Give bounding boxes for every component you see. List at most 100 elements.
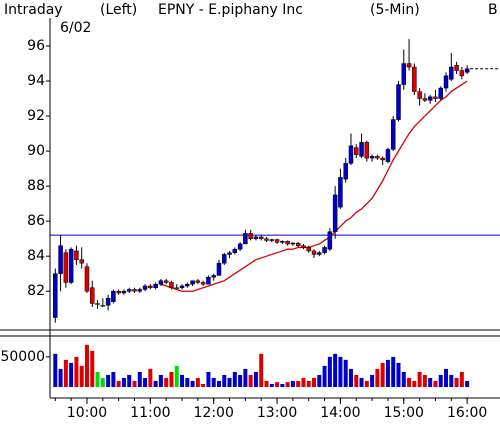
volume-bar <box>433 380 438 387</box>
candle-body <box>190 280 195 285</box>
y-tick-label: 84 <box>27 248 45 264</box>
volume-bar <box>396 362 401 387</box>
volume-bar <box>148 368 153 387</box>
candle-body <box>132 289 137 292</box>
candle-body <box>68 248 74 283</box>
volume-bar <box>243 368 248 387</box>
volume-bar <box>58 368 63 387</box>
volume-y-tick-label: 50000 <box>0 349 45 365</box>
x-tick-label: 15:00 <box>384 405 424 421</box>
candle-body <box>264 238 269 241</box>
candle-body <box>443 75 449 89</box>
volume-bar <box>106 374 111 387</box>
candle-body <box>258 236 264 239</box>
volume-bar <box>169 371 174 387</box>
candle-body <box>343 163 348 180</box>
candle-body <box>422 98 428 101</box>
volume-bar <box>285 382 290 387</box>
volume-bar <box>449 374 454 387</box>
candle-body <box>126 289 132 292</box>
candle-body <box>306 247 311 252</box>
y-tick-label: 94 <box>27 73 45 89</box>
candle-body <box>121 290 127 294</box>
volume-bar <box>164 377 169 387</box>
candle-body <box>269 239 275 241</box>
volume-bar <box>137 371 142 387</box>
date-label: 6/02 <box>60 20 91 36</box>
candle-body <box>285 241 290 245</box>
candle-body <box>100 304 106 307</box>
y-tick-label: 82 <box>27 283 45 299</box>
volume-bar <box>253 371 258 387</box>
volume-bar <box>454 377 459 387</box>
volume-bar <box>238 374 243 387</box>
candle-body <box>274 239 280 243</box>
candle-body <box>459 70 465 77</box>
volume-bar <box>301 377 306 387</box>
volume-bar <box>111 371 116 387</box>
volume-bar <box>69 362 74 387</box>
volume-bar <box>79 365 84 387</box>
candle-body <box>385 149 391 162</box>
candle-body <box>237 243 243 250</box>
volume-bar <box>259 353 264 387</box>
x-tick-label: 10:00 <box>67 405 107 421</box>
volume-bar <box>354 374 359 387</box>
candle-body <box>185 283 190 287</box>
volume-bar <box>53 353 58 387</box>
candle-body <box>327 231 333 250</box>
volume-bar <box>359 377 364 387</box>
candle-body <box>364 142 370 159</box>
candle-body <box>116 290 121 294</box>
volume-bar <box>185 377 190 387</box>
volume-bar <box>100 377 105 387</box>
volume-bar <box>364 380 369 387</box>
candle-body <box>90 287 95 304</box>
volume-bar <box>348 368 353 387</box>
volume-bar <box>195 377 200 387</box>
axis-side-label: (Left) <box>100 2 137 18</box>
candle-body <box>454 65 459 71</box>
x-tick-label: 16:00 <box>447 405 487 421</box>
volume-bar <box>211 377 216 387</box>
candle-body <box>322 247 327 253</box>
volume-bar <box>407 377 412 387</box>
volume-bar <box>275 382 280 387</box>
candle-body <box>332 194 338 232</box>
volume-bar <box>143 377 148 387</box>
candle-body <box>390 119 396 150</box>
candle-body <box>401 63 407 85</box>
candle-body <box>369 156 375 159</box>
x-tick-label: 11:00 <box>130 405 170 421</box>
volume-bar <box>180 374 185 387</box>
volume-bar <box>412 380 417 387</box>
volume-bar <box>370 374 375 387</box>
candle-body <box>137 289 143 292</box>
volume-bar <box>248 374 253 387</box>
volume-bar <box>465 380 470 387</box>
y-tick-label: 86 <box>27 213 45 229</box>
candle-body <box>153 283 158 288</box>
volume-bar <box>174 365 179 387</box>
candle-body <box>253 236 259 239</box>
volume-bar <box>216 380 221 387</box>
volume-bar <box>385 359 390 387</box>
candle-body <box>359 142 364 157</box>
volume-bar <box>206 371 211 387</box>
volume-bar <box>444 368 449 387</box>
candle-body <box>280 241 285 243</box>
candle-body <box>412 66 417 92</box>
candle-body <box>169 282 174 288</box>
volume-bar <box>333 353 338 387</box>
interval-label: (5-Min) <box>370 2 420 18</box>
x-tick-label: 12:00 <box>194 405 234 421</box>
volume-bar <box>132 380 137 387</box>
candle-body <box>74 250 79 260</box>
mode-label: Intraday <box>4 2 63 18</box>
volume-bar <box>95 371 100 387</box>
candle-body <box>427 96 433 101</box>
volume-bar <box>322 365 327 387</box>
candle-body <box>433 96 438 99</box>
